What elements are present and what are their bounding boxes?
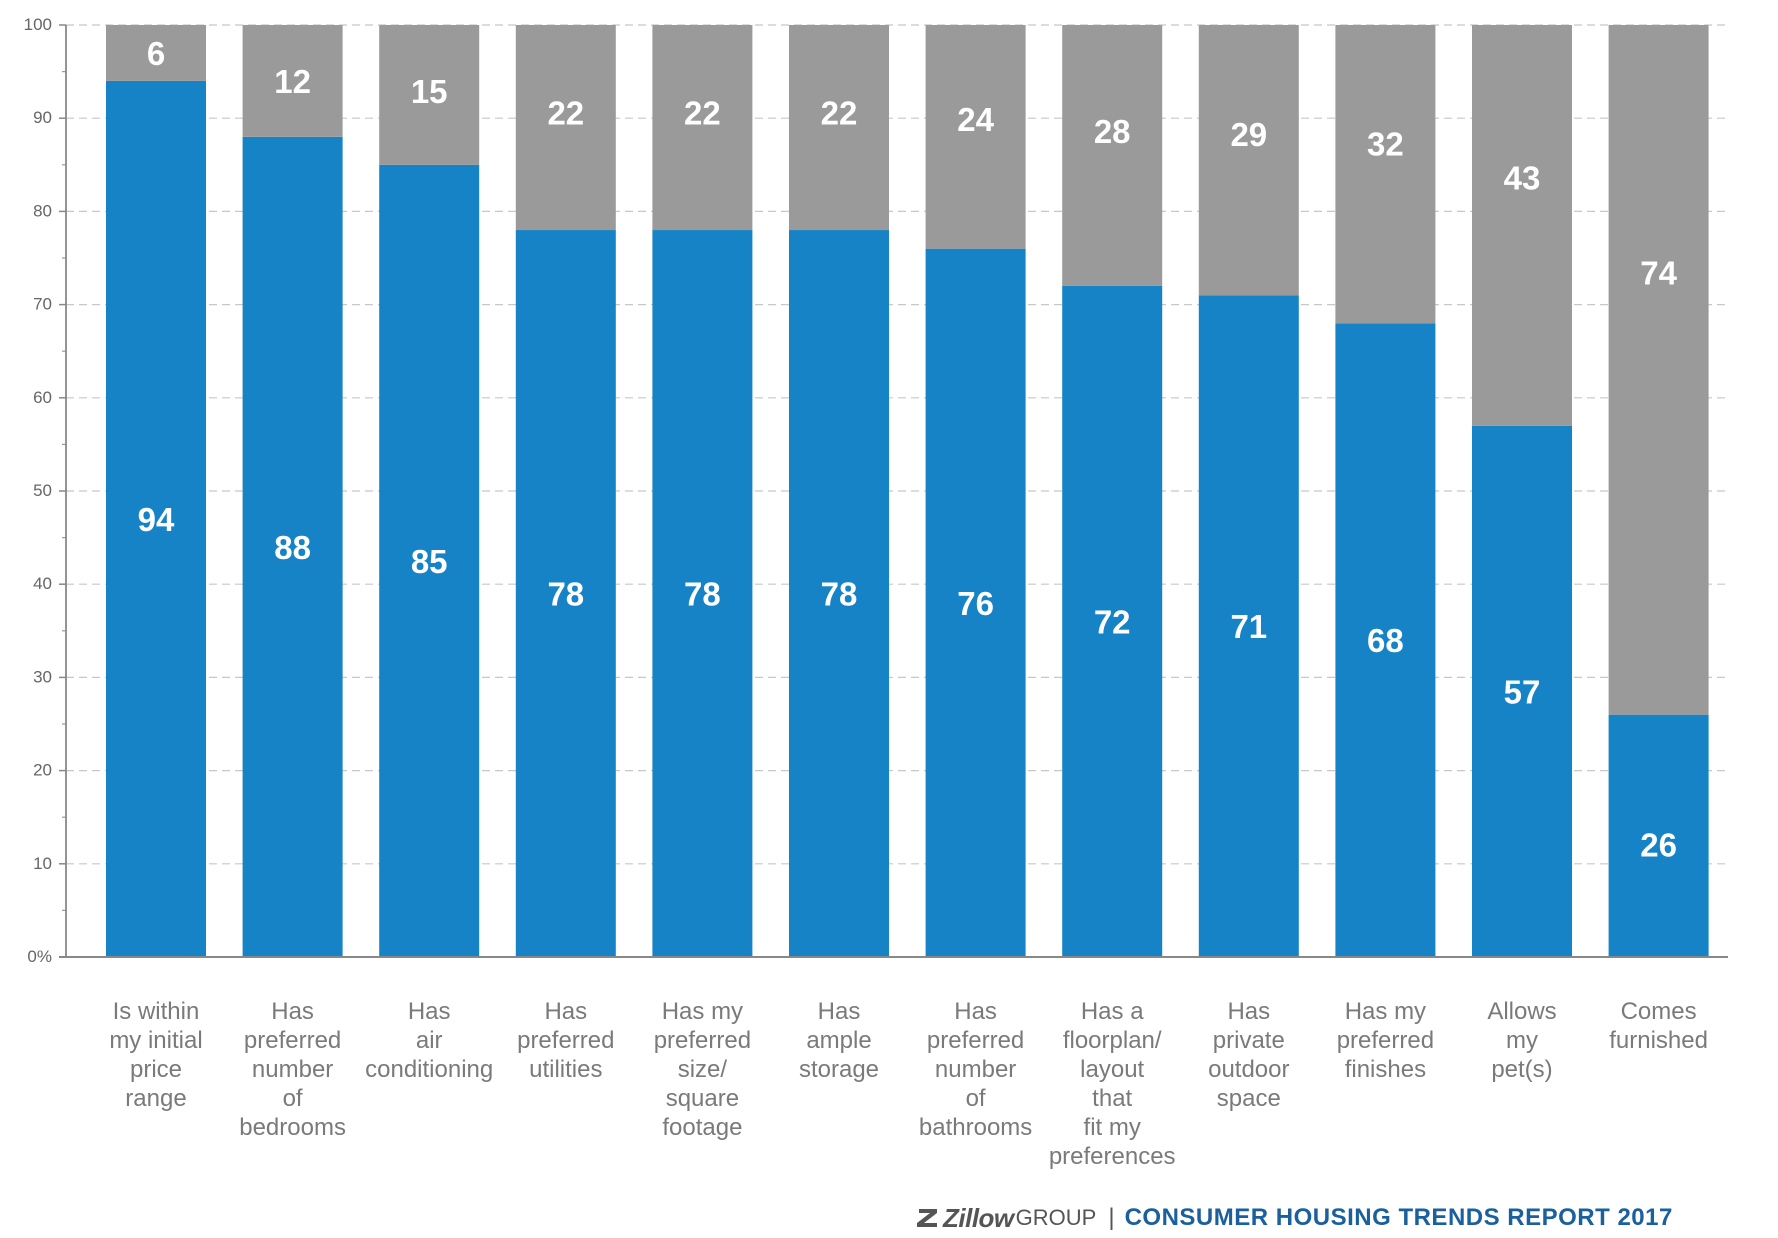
y-axis: 0% 10 20 30 40 50 60 70 80 90 100 [24,15,67,966]
bar-segment-secondary [242,25,343,137]
bar-segment-primary [1335,323,1436,957]
y-tick-label: 10 [33,854,52,873]
footer-report-title: CONSUMER HOUSING TRENDS REPORT 2017 [1124,1204,1673,1231]
value-label: 94 [138,501,175,538]
value-label: 74 [1640,255,1677,292]
y-tick-label: 80 [33,201,52,220]
bars [106,25,1709,958]
x-axis: Is within my initial price range Has preferre… [59,956,1728,1170]
value-label: 28 [1094,113,1131,150]
bar-segment-secondary [925,25,1026,249]
value-label: 15 [411,73,448,110]
value-label: 22 [684,95,721,132]
bar-segment-primary [515,230,616,958]
value-label: 78 [821,576,858,613]
y-tick-label: 90 [33,108,52,127]
bar-segment-primary [1472,425,1572,957]
value-label: 22 [547,95,584,132]
category-label: Has preferred utilities [517,998,614,1083]
bar-segment-primary [106,80,206,958]
value-label: 78 [547,576,584,613]
zillow-logo-icon [917,1209,937,1227]
value-label: 29 [1230,116,1267,153]
footer-brand-sub: GROUP [1015,1205,1097,1230]
y-tick-label: 50 [33,481,52,500]
bar-segment-primary [379,164,480,958]
value-label: 68 [1367,622,1404,659]
bar-segment-primary [925,248,1026,957]
value-labels: 94 88 85 78 78 78 76 72 71 68 57 26 6 12 15 22 22 22 24 28 2… [138,35,1678,864]
footer-brand: Zillow [943,1202,1014,1233]
value-label: 57 [1504,673,1541,710]
footer-separator: | [1108,1204,1115,1231]
bar-segment-secondary [652,25,753,231]
value-label: 12 [274,63,311,100]
bar-segment-secondary [106,25,206,81]
bar-segment-secondary [1335,25,1436,324]
y-tick-label: 70 [33,295,52,314]
bar-segment-primary [1608,714,1709,957]
bar-segment-secondary [1198,25,1299,296]
bar-segment-primary [242,136,343,958]
value-label: 26 [1640,827,1677,864]
value-label: 76 [957,585,994,622]
category-label: Has preferred number of bathrooms [919,998,1032,1141]
bar-segment-secondary [379,25,480,165]
footer: Zillow GROUP | CONSUMER HOUSING TRENDS R… [915,1198,1673,1238]
gridlines [66,24,1728,865]
bar-segment-secondary [515,25,616,231]
value-label: 24 [957,101,994,138]
value-label: 6 [147,35,165,72]
bar-segment-secondary [1608,25,1709,715]
category-label: Has private outdoor space [1208,998,1289,1112]
y-tick-label: 20 [33,761,52,780]
bar-segment-secondary [1472,25,1572,426]
category-label: Is within my initial price range [109,998,202,1112]
value-label: 85 [411,543,448,580]
value-label: 88 [274,529,311,566]
category-label: Allows my pet(s) [1487,998,1556,1083]
bar-segment-secondary [789,25,889,231]
y-tick-label: 40 [33,574,52,593]
value-label: 71 [1230,608,1267,645]
category-label: Has a floorplan/layout that fit my preferenc… [1049,998,1176,1170]
bar-segment-primary [789,230,889,958]
bar-segment-primary [652,230,753,958]
category-label: Has preferred number of bedrooms [239,998,346,1141]
value-label: 32 [1367,125,1404,162]
bar-segment-secondary [1062,25,1163,286]
y-tick-label: 30 [33,667,52,686]
category-label: Comes furnished [1609,998,1708,1054]
bar-segment-primary [1062,285,1163,958]
category-label: Has ample storage [799,998,879,1083]
value-label: 72 [1094,603,1131,640]
category-label: Has my preferred size/square footage [654,998,751,1141]
value-label: 78 [684,576,721,613]
value-label: 22 [821,95,858,132]
y-tick-label: 60 [33,388,52,407]
y-tick-label: 0% [27,947,52,966]
category-label: Has my preferred finishes [1337,998,1434,1083]
y-tick-label: 100 [24,15,52,34]
bar-segment-primary [1198,295,1299,957]
category-label: Has air conditioning [365,998,493,1083]
value-label: 43 [1504,159,1541,196]
